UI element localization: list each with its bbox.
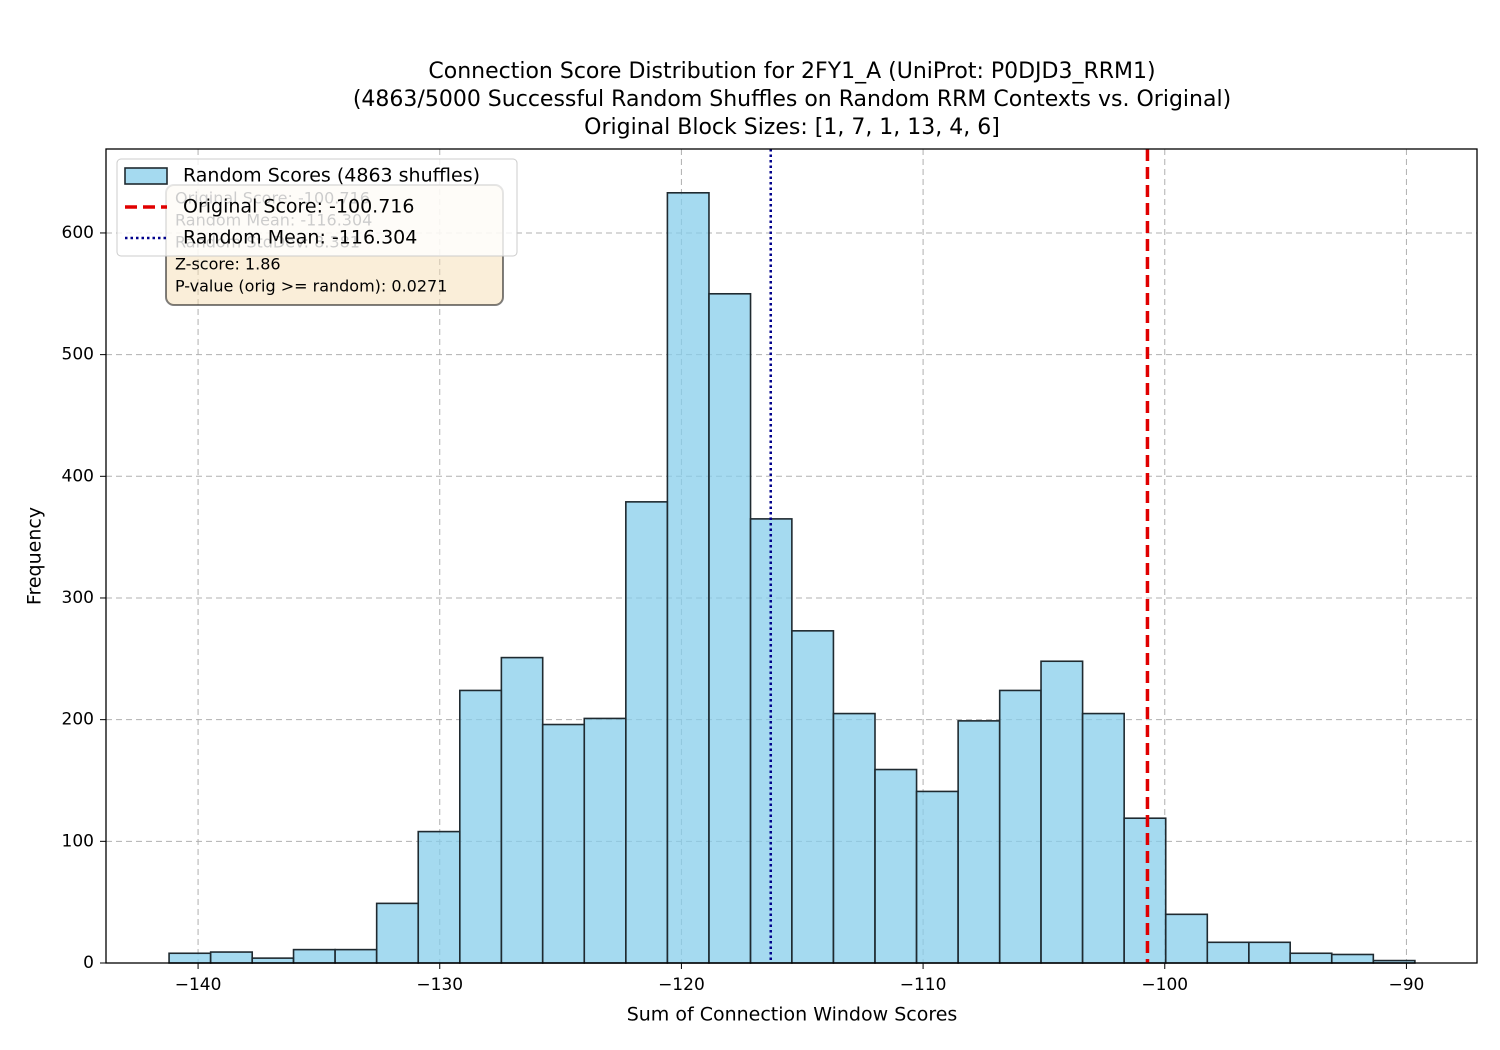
histogram-bar: [1123, 817, 1167, 964]
plot-frame: [105, 148, 1478, 964]
histogram-bar: [541, 723, 586, 964]
histogram-bar: [500, 656, 544, 964]
histogram-bar: [251, 957, 295, 964]
legend-swatch: [124, 167, 168, 185]
y-tick-label: 400: [62, 466, 94, 486]
histogram-bar: [459, 689, 503, 964]
x-axis-label: Sum of Connection Window Scores: [627, 1004, 958, 1026]
histogram-bar: [292, 948, 336, 964]
histogram-bar: [1040, 660, 1084, 964]
x-tick-label: −100: [1141, 975, 1188, 995]
histogram-bar: [334, 948, 378, 964]
legend-label: Random Mean: -116.304: [183, 227, 417, 249]
legend-label: Original Score: -100.716: [183, 196, 414, 218]
x-tick-label: −110: [900, 975, 947, 995]
histogram-bar: [209, 951, 254, 964]
y-tick-label: 0: [83, 953, 94, 973]
histogram-bar: [874, 768, 918, 964]
histogram-bar: [168, 952, 212, 964]
histogram-bar: [998, 689, 1042, 964]
histogram-bar: [832, 712, 876, 964]
x-tick-label: −130: [416, 975, 463, 995]
histogram-bar: [625, 501, 669, 964]
histogram-bar: [915, 790, 959, 964]
histogram-bar: [375, 902, 420, 964]
stats-text: Z-score: 1.86: [175, 255, 281, 274]
y-tick-label: 300: [62, 588, 94, 608]
x-tick-label: −120: [658, 975, 705, 995]
histogram-bar: [1289, 952, 1333, 964]
x-tick-label: −140: [175, 975, 222, 995]
histogram-bar: [666, 192, 710, 964]
histogram-bar: [1330, 953, 1375, 964]
histogram-bar: [583, 717, 627, 964]
y-axis-label: Frequency: [24, 507, 46, 605]
stats-text: P-value (orig >= random): 0.0271: [175, 277, 447, 296]
legend-box: [116, 158, 518, 257]
chart-subtitle: (4863/5000 Successful Random Shuffles on…: [353, 87, 1231, 112]
y-tick-label: 200: [62, 710, 94, 730]
y-tick-label: 600: [62, 223, 94, 243]
histogram-bar: [417, 830, 461, 964]
histogram-bar: [957, 720, 1001, 964]
legend-label: Random Scores (4863 shuffles): [183, 165, 480, 187]
histogram-bar: [1248, 941, 1291, 964]
y-tick-label: 500: [62, 345, 94, 365]
x-tick-label: −90: [1388, 975, 1424, 995]
chart-title: Connection Score Distribution for 2FY1_A…: [428, 59, 1155, 84]
histogram-bar: [708, 292, 752, 964]
y-tick-label: 100: [62, 831, 94, 851]
histogram-bar: [1081, 712, 1125, 964]
histogram-bar: [1206, 941, 1250, 964]
histogram-bar: [1164, 913, 1209, 964]
chart-subtitle: Original Block Sizes: [1, 7, 1, 13, 4, 6…: [584, 115, 1000, 140]
histogram-bar: [791, 630, 835, 964]
